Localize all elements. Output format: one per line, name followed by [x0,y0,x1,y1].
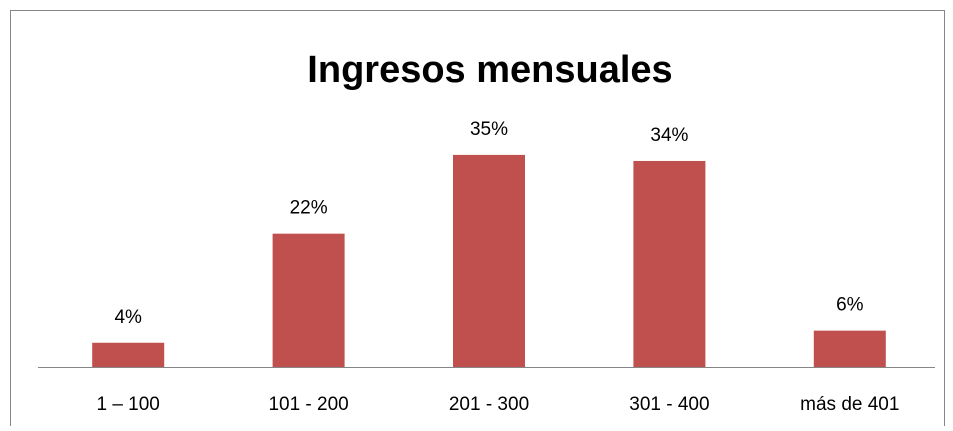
bar [272,233,345,367]
x-tick-label: más de 401 [800,394,899,415]
bar [453,154,525,367]
bar [813,330,886,367]
x-tick-label: 1 – 100 [96,394,159,415]
data-label: 35% [470,119,508,140]
bar [92,342,165,367]
data-label: 4% [114,307,142,328]
chart-title: Ingresos mensuales [307,49,672,91]
bar [633,160,706,367]
x-tick-label: 301 - 400 [629,394,709,415]
data-label: 6% [836,295,864,316]
x-tick-label: 201 - 300 [449,394,529,415]
data-label: 22% [290,198,328,219]
data-label: 34% [650,125,688,146]
chart-border [10,10,945,431]
x-tick-label: 101 - 200 [268,394,348,415]
